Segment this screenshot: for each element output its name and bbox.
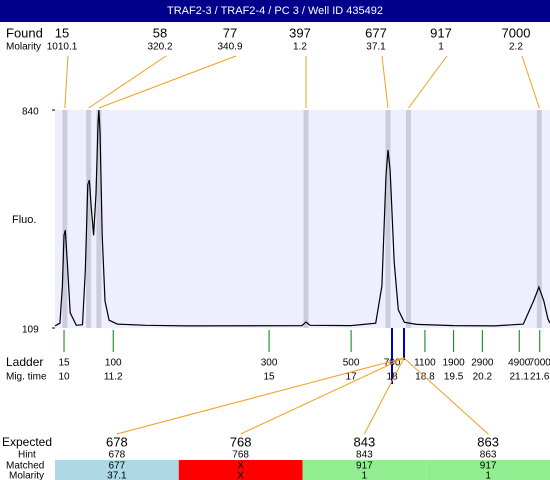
- found-label: Found: [6, 25, 43, 40]
- expected-label: Expected: [2, 435, 52, 449]
- y-tick-label: 840: [22, 107, 39, 118]
- match-cell: [55, 460, 179, 480]
- hint-label: Hint: [18, 450, 36, 461]
- found-size: 677: [365, 25, 387, 40]
- molarity-label: Molarity: [6, 42, 41, 53]
- expected-connector: [116, 357, 405, 435]
- matched-molarity: 37.1: [107, 471, 127, 480]
- found-molarity: 340.9: [217, 42, 242, 53]
- ladder-size: 4900: [508, 358, 531, 369]
- hint-size: 678: [109, 450, 126, 461]
- ladder-size: 7000: [529, 358, 550, 369]
- peak-band: [96, 110, 102, 328]
- ladder-size: 1900: [442, 358, 465, 369]
- found-size: 15: [55, 25, 69, 40]
- ladder-label: Ladder: [6, 355, 43, 369]
- ladder-time: 11.2: [104, 372, 123, 383]
- found-size: 7000: [502, 25, 531, 40]
- ladder-size: 15: [58, 358, 70, 369]
- hint-size: 843: [356, 450, 373, 461]
- trace: [54, 109, 550, 327]
- expected-size: 768: [230, 434, 252, 449]
- title: TRAF2-3 / TRAF2-4 / PC 3 / Well ID 43549…: [167, 5, 383, 17]
- peak-band: [536, 110, 542, 328]
- peak-band: [62, 110, 68, 328]
- peak-connector: [98, 55, 237, 109]
- found-molarity: 320.2: [147, 42, 172, 53]
- found-size: 397: [289, 25, 311, 40]
- found-size: 58: [153, 25, 167, 40]
- ladder-time: 18: [387, 372, 399, 383]
- matched-label: Matched: [6, 461, 44, 472]
- plot-area: [55, 110, 550, 328]
- found-molarity: 1010.1: [47, 42, 78, 53]
- ladder-time: 19.5: [444, 372, 464, 383]
- ladder-time: 10: [58, 372, 70, 383]
- peak-connector: [521, 55, 540, 109]
- ladder-time: 20.2: [473, 372, 493, 383]
- expected-size: 863: [477, 434, 499, 449]
- peak-band: [385, 110, 391, 328]
- ladder-time: 15: [264, 372, 276, 383]
- matched-size: 917: [480, 461, 497, 472]
- ladder-size: 300: [261, 358, 278, 369]
- matched-molarity: X: [237, 471, 244, 480]
- expected-connector: [240, 357, 405, 435]
- found-molarity: 1: [438, 42, 444, 53]
- peak-connector: [88, 55, 167, 109]
- mig-time-label: Mig. time: [6, 372, 47, 383]
- match-cell: [302, 460, 427, 480]
- matched-molarity: 1: [485, 471, 491, 480]
- found-size: 77: [223, 25, 237, 40]
- found-molarity: 1.2: [293, 42, 307, 53]
- expected-connector: [403, 357, 489, 435]
- match-cell: [426, 460, 550, 480]
- matched-size: X: [237, 461, 244, 472]
- found-molarity: 2.2: [509, 42, 523, 53]
- peak-band: [86, 110, 92, 328]
- ladder-size: 2900: [471, 358, 494, 369]
- matched-size: 917: [356, 461, 373, 472]
- expected-size: 678: [106, 434, 128, 449]
- expected-connector: [363, 357, 405, 435]
- ladder-time: 17: [346, 372, 358, 383]
- match-cell: [178, 460, 303, 480]
- found-molarity: 37.1: [366, 42, 386, 53]
- peak-connector: [64, 55, 69, 109]
- peak-connector: [381, 55, 389, 109]
- hint-size: 863: [480, 450, 497, 461]
- found-size: 917: [430, 25, 452, 40]
- expected-size: 843: [354, 434, 376, 449]
- ladder-size: 500: [343, 358, 360, 369]
- y-label: Fluo.: [12, 214, 36, 226]
- matched-size: 677: [109, 461, 126, 472]
- y-tick-label: 109: [22, 325, 39, 336]
- title-bar: [0, 0, 550, 22]
- molarity-label: Molarity: [9, 471, 44, 480]
- peak-band: [303, 110, 309, 328]
- hint-size: 768: [232, 450, 249, 461]
- peak-band: [406, 110, 412, 328]
- ladder-size: 100: [105, 358, 122, 369]
- ladder-time: 21.1: [510, 372, 530, 383]
- matched-molarity: 1: [362, 471, 368, 480]
- peak-connector: [408, 55, 448, 109]
- ladder-time: 21.6: [530, 372, 550, 383]
- ladder-size: 1100: [414, 358, 436, 369]
